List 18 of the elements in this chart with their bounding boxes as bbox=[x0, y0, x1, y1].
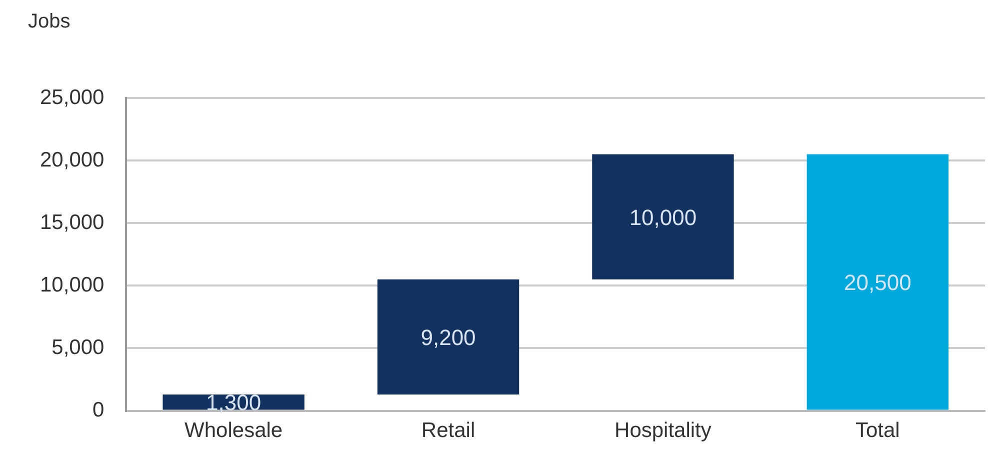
data-label: 9,200 bbox=[420, 325, 476, 350]
data-label: 10,000 bbox=[629, 204, 697, 230]
y-axis-title: Jobs bbox=[28, 10, 70, 33]
y-tick-label: 25,000 bbox=[40, 86, 104, 109]
y-tick-label: 20,000 bbox=[40, 148, 104, 172]
data-label: 1,300 bbox=[206, 390, 262, 416]
bar bbox=[806, 154, 949, 410]
x-tick-label: Wholesale bbox=[184, 419, 283, 442]
data-label: 20,500 bbox=[844, 270, 912, 296]
x-tick-label: Hospitality bbox=[614, 419, 712, 442]
x-tick-label: Total bbox=[855, 419, 900, 442]
y-tick-label: 5,000 bbox=[52, 336, 104, 360]
y-tick-label: 0 bbox=[92, 398, 104, 422]
bar bbox=[592, 154, 734, 280]
y-tick-label: 10,000 bbox=[40, 273, 104, 296]
y-tick-label: 15,000 bbox=[40, 210, 104, 234]
x-tick-label: Retail bbox=[421, 419, 476, 442]
bar bbox=[377, 279, 520, 395]
